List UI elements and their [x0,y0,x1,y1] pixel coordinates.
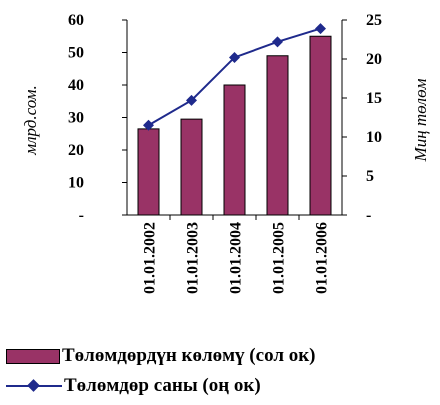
bar-2 [223,84,246,216]
left-axis-ticks: - 10 20 30 40 50 60 [68,12,127,224]
left-tick-label-1: 10 [68,175,84,192]
legend-item-bar: Төлөмдөрдүн көлөмү (сол ок) [6,345,316,367]
legend-line-label: Төлөмдөр саны (оң ок) [64,375,261,396]
legend-bar-label: Төлөмдөрдүн көлөмү (сол ок) [62,345,316,366]
legend-line-swatch [6,378,62,394]
left-tick-label-5: 50 [68,45,84,62]
axes-group [122,20,347,220]
legend-item-line: Төлөмдөр саны (оң ок) [6,375,261,397]
category-labels: 01.01.2002 01.01.2003 01.01.2004 01.01.2005… [142,222,331,294]
category-label-3: 01.01.2005 [271,222,288,294]
left-tick-label-4: 40 [68,77,84,94]
right-tick-label-1: 5 [366,168,374,185]
bar-0 [137,128,160,216]
bar-3 [266,55,289,216]
left-tick-label-0: - [79,207,84,224]
bar-1 [180,118,203,216]
left-tick-label-2: 20 [68,142,84,159]
right-tick-label-4: 20 [366,51,382,68]
line-point-0 [143,119,154,131]
line-point-3 [272,36,283,48]
right-axis-title: Миң төлөм [411,78,430,162]
line-series-group [143,23,326,131]
left-tick-label-6: 60 [68,12,84,29]
line-point-4 [315,23,326,35]
category-label-0: 01.01.2002 [142,222,159,294]
category-label-4: 01.01.2006 [314,222,331,294]
right-axis-ticks: - 5 10 15 20 25 [342,12,382,224]
category-label-2: 01.01.2004 [228,222,245,294]
bars-group [137,35,332,216]
right-tick-label-2: 10 [366,129,382,146]
bar-4 [309,35,332,216]
line-point-2 [229,51,240,63]
right-tick-label-5: 25 [366,12,382,29]
left-tick-label-3: 30 [68,110,84,127]
category-label-1: 01.01.2003 [185,222,202,294]
left-axis-title: млрд.сом. [21,85,40,155]
line-point-1 [186,94,197,106]
right-tick-label-3: 15 [366,90,382,107]
right-tick-label-0: - [366,207,371,224]
legend-bar-swatch [6,348,60,364]
